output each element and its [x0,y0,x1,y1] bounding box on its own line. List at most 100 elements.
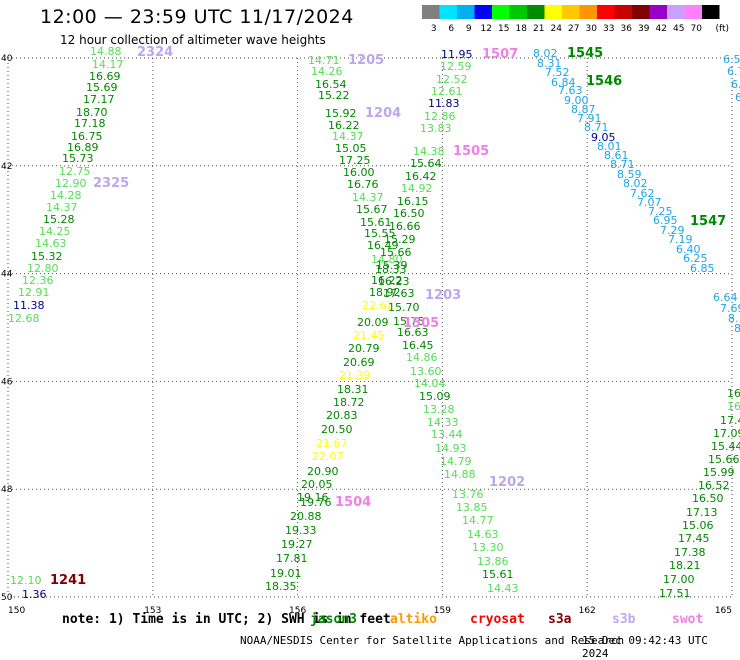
wave-height-value: 8.01 [597,140,622,153]
satellite-legend-item: s3a [548,612,572,627]
satellite-legend-item: swot [672,612,704,627]
wave-height-value: 16.66 [389,220,421,233]
legend-label: 39 [638,24,650,34]
wave-height-value: 18.33 [375,263,407,276]
lon-tick-label: 153 [144,606,161,616]
wave-height-value: 17.09 [713,427,740,440]
wave-height-value: 15.61 [482,568,514,581]
wave-height-value: 6 [735,91,740,104]
legend-swatch [439,5,457,19]
wave-height-value: 21.45 [353,329,385,342]
wave-height-value: 13.60 [410,365,442,378]
legend-swatch [457,5,475,19]
lon-tick-label: 150 [8,606,25,616]
wave-height-value: 17.25 [339,154,371,167]
wave-height-value: 15.75 [393,315,425,328]
map-title: 12:00 — 23:59 UTC 11/17/2024 [40,6,354,28]
legend-label: 12 [481,24,492,34]
wave-height-value: 15.06 [682,519,714,532]
wave-height-value: 12.80 [27,262,59,275]
legend-swatch [544,5,562,19]
wave-height-value: 17.18 [74,117,106,130]
wave-height-value: 14.28 [50,189,82,202]
wave-height-value: 20.88 [290,510,322,523]
pass-label: 1203 [425,288,461,303]
legend-swatch [509,5,527,19]
wave-height-value: 12.90 [55,177,87,190]
wave-height-value: 16.45 [402,339,434,352]
wave-height-value: 20.83 [326,409,358,422]
wave-height-value: 9.05 [591,131,616,144]
pass-label: 2324 [137,45,173,60]
wave-height-value: 16.63 [397,326,429,339]
wave-height-value: 20.05 [301,478,333,491]
lon-tick-label: 159 [434,606,451,616]
legend-label: 45 [673,24,684,34]
wave-height-value: 16.69 [89,70,121,83]
wave-height-value: 15.73 [62,152,94,165]
wave-height-value: 15.61 [360,216,392,229]
wave-height-value: 12.61 [431,85,463,98]
legend-label: 70 [691,24,703,34]
satellite-legend-item: cryosat [470,612,525,627]
wave-height-value: 8. [728,312,739,325]
wave-height-value: 14.43 [487,582,519,595]
lat-tick-label: 42 [1,162,12,172]
wave-height-value: 14.26 [311,65,343,78]
wave-height-value: 16 [727,387,740,400]
wave-height-value: 14.80 [371,253,403,266]
wave-height-value: 14.33 [427,416,459,429]
wave-height-value: 7.69 [720,302,740,315]
wave-height-value: 17.00 [663,573,695,586]
wave-height-value: 16.22 [371,274,403,287]
wave-height-value: 15.66 [708,453,740,466]
legend-swatch [597,5,615,19]
wave-height-value: 7.52 [545,66,570,79]
pass-label: 1507 [482,47,518,62]
wave-height-value: 13.85 [456,501,488,514]
wave-height-value: 16.42 [405,170,437,183]
pass-label: 1545 [567,46,603,61]
wave-height-value: 22.07 [312,450,344,463]
footer-note: note: 1) Time is in UTC; 2) SWH is in fe… [62,612,391,627]
wave-height-value: 12.36 [22,274,54,287]
wave-height-value: 8 [734,322,740,335]
wave-height-value: 16.23 [378,275,410,288]
wave-height-value: 6.95 [653,214,678,227]
satellite-legend-item: altiko [390,612,437,627]
wave-height-value: 13.44 [431,428,463,441]
wave-height-value: 15.66 [380,246,412,259]
wave-height-value: 12.68 [8,312,40,325]
legend-swatch [614,5,632,19]
wave-height-value: 6.5 [723,53,740,66]
wave-height-value: 7.25 [648,205,673,218]
lat-tick-label: 40 [1,54,13,64]
legend-label: 36 [621,24,633,34]
wave-height-value: 19.33 [285,524,317,537]
wave-height-value: 16.49 [367,239,399,252]
wave-height-value: 20.79 [348,342,380,355]
wave-height-value: 16.52 [698,479,730,492]
wave-height-value: 13.76 [452,488,484,501]
map-subtitle: 12 hour collection of altimeter wave hei… [60,33,326,47]
wave-height-value: 16.54 [315,78,347,91]
wave-height-value: 8.59 [617,168,642,181]
pass-label: 1547 [690,214,726,229]
wave-height-value: 12.75 [59,165,91,178]
wave-height-value: 6.64 [713,291,738,304]
wave-height-value: 7.63 [558,84,583,97]
legend-swatch [579,5,597,19]
map-frame [7,57,733,598]
wave-height-value: 14.79 [440,455,472,468]
wave-height-value: 12.52 [436,73,468,86]
wave-height-value: 20.69 [343,356,375,369]
wave-height-value: 15.67 [356,203,388,216]
wave-height-value: 8.71 [610,158,635,171]
legend-label: 30 [586,24,598,34]
wave-height-value: 14.38 [413,145,445,158]
legend-unit: (ft) [716,24,730,34]
wave-height-value: 6. [731,78,740,91]
wave-height-value: 16.76 [347,178,379,191]
wave-height-value: 6.25 [683,252,708,265]
wave-height-value: 14.92 [401,182,433,195]
